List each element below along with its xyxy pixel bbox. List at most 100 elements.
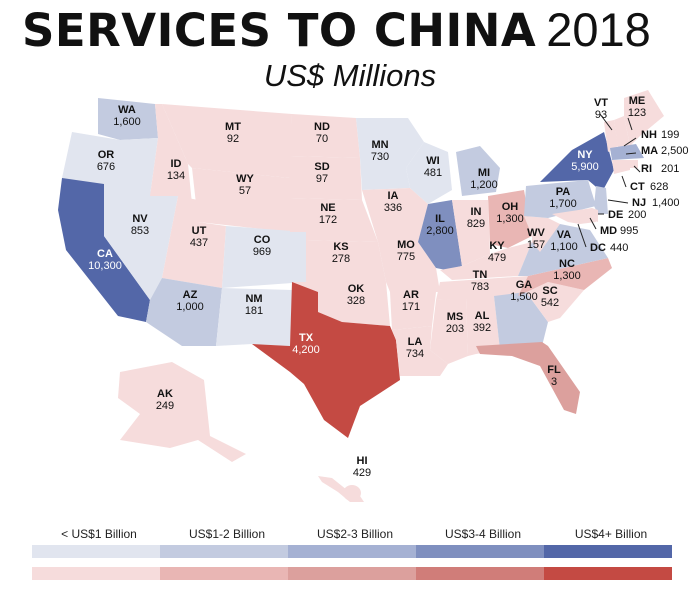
state-value-co: 969 — [253, 246, 271, 258]
state-code-nv: NV — [132, 213, 148, 225]
state-value-hi: 429 — [353, 467, 371, 479]
state-wi — [406, 142, 452, 204]
state-wv — [524, 216, 560, 252]
state-ca — [58, 178, 150, 322]
state-il — [418, 200, 462, 270]
state-value-ms: 203 — [446, 323, 464, 335]
state-code-ok: OK — [348, 283, 365, 295]
state-code-co: CO — [254, 234, 271, 246]
state-id — [150, 104, 192, 204]
state-hi-big-island — [343, 485, 361, 501]
legend-swatch-red-4 — [416, 567, 544, 580]
state-ma — [610, 144, 644, 160]
legend-swatch-blue-3 — [288, 545, 416, 558]
state-md — [552, 208, 596, 224]
state-mi — [456, 146, 500, 196]
state-value-ks: 278 — [332, 253, 350, 265]
state-code-wy: WY — [236, 173, 254, 185]
state-code-ms: MS — [447, 311, 464, 323]
state-value-nv: 853 — [131, 225, 149, 237]
legend-label-4: US$3-4 Billion — [444, 527, 522, 541]
legend-label-5: US$4+ Billion — [574, 527, 648, 541]
state-ok — [292, 282, 390, 326]
state-code-nd: ND — [314, 121, 330, 133]
state-oh — [488, 190, 532, 248]
state-value-id: 134 — [167, 170, 185, 182]
state-code-mi: MI — [478, 167, 490, 179]
state-code-ia: IA — [388, 190, 399, 202]
state-value-il: 2,800 — [426, 225, 454, 237]
state-la — [392, 326, 448, 376]
state-code-id: ID — [171, 158, 182, 170]
state-value-mt: 92 — [227, 133, 239, 145]
state-code-tx: TX — [299, 332, 314, 344]
state-code-ga: GA — [516, 279, 533, 291]
state-al — [466, 296, 500, 356]
state-code-ne: NE — [320, 202, 335, 214]
state-code-hi: HI — [357, 455, 368, 467]
legend-swatch-blue-1 — [32, 545, 160, 558]
state-value-al: 392 — [473, 322, 491, 334]
legend-label-3: US$2-3 Billion — [316, 527, 394, 541]
state-mn — [356, 118, 424, 190]
state-ny — [540, 132, 614, 192]
state-ar — [390, 292, 436, 330]
state-me — [624, 90, 664, 146]
state-code-ct: CT — [630, 181, 645, 193]
state-value-tn: 783 — [471, 281, 489, 293]
state-code-de: DE — [608, 209, 623, 221]
state-ks — [306, 240, 386, 282]
legend-swatch-red-1 — [32, 567, 160, 580]
state-value-ut: 437 — [190, 237, 208, 249]
state-value-az: 1,000 — [176, 301, 204, 313]
state-mt — [162, 104, 292, 178]
state-value-tx: 4,200 — [292, 344, 320, 356]
state-value-ri: 201 — [661, 163, 679, 175]
state-nd — [290, 114, 360, 158]
state-code-vt: VT — [594, 97, 608, 109]
state-pa — [524, 180, 596, 218]
state-value-mo: 775 — [397, 251, 415, 263]
state-code-ny: NY — [577, 149, 593, 161]
state-value-vt: 93 — [595, 109, 607, 121]
title-main: SERVICES TO CHINA — [22, 4, 537, 57]
legend-swatch-red-3 — [288, 567, 416, 580]
state-value-nc: 1,300 — [553, 270, 581, 282]
state-value-wi: 481 — [424, 167, 442, 179]
state-value-de: 200 — [628, 209, 646, 221]
state-nj — [594, 186, 608, 214]
state-value-sc: 542 — [541, 297, 559, 309]
legend-swatch-red-5 — [544, 567, 672, 580]
state-code-or: OR — [98, 149, 115, 161]
state-vt — [604, 120, 618, 152]
state-value-pa: 1,700 — [549, 198, 577, 210]
state-code-ak: AK — [157, 388, 173, 400]
state-ga — [494, 292, 548, 350]
state-code-il: IL — [435, 213, 445, 225]
state-in — [452, 200, 490, 266]
state-code-wa: WA — [118, 104, 136, 116]
state-code-ca: CA — [97, 248, 113, 260]
state-value-wv: 157 — [527, 239, 545, 251]
state-value-md: 995 — [620, 225, 638, 237]
state-code-nj: NJ — [632, 197, 646, 209]
state-nm — [216, 288, 292, 346]
state-sd — [290, 156, 362, 200]
legend-swatch-blue-5 — [544, 545, 672, 558]
state-value-ny: 5,900 — [571, 161, 599, 173]
state-code-sc: SC — [542, 285, 557, 297]
state-ut — [162, 196, 226, 288]
legend-label-1: < US$1 Billion — [61, 527, 137, 541]
state-ct — [612, 160, 630, 174]
map-title: SERVICES TO CHINA 2018 — [22, 2, 692, 57]
state-value-nd: 70 — [316, 133, 328, 145]
state-code-az: AZ — [183, 289, 198, 301]
state-code-nh: NH — [641, 129, 657, 141]
state-ri — [630, 160, 638, 168]
state-or — [62, 132, 158, 196]
state-code-md: MD — [600, 225, 617, 237]
state-sc — [526, 282, 584, 322]
state-ne — [290, 198, 378, 242]
state-value-ne: 172 — [319, 214, 337, 226]
